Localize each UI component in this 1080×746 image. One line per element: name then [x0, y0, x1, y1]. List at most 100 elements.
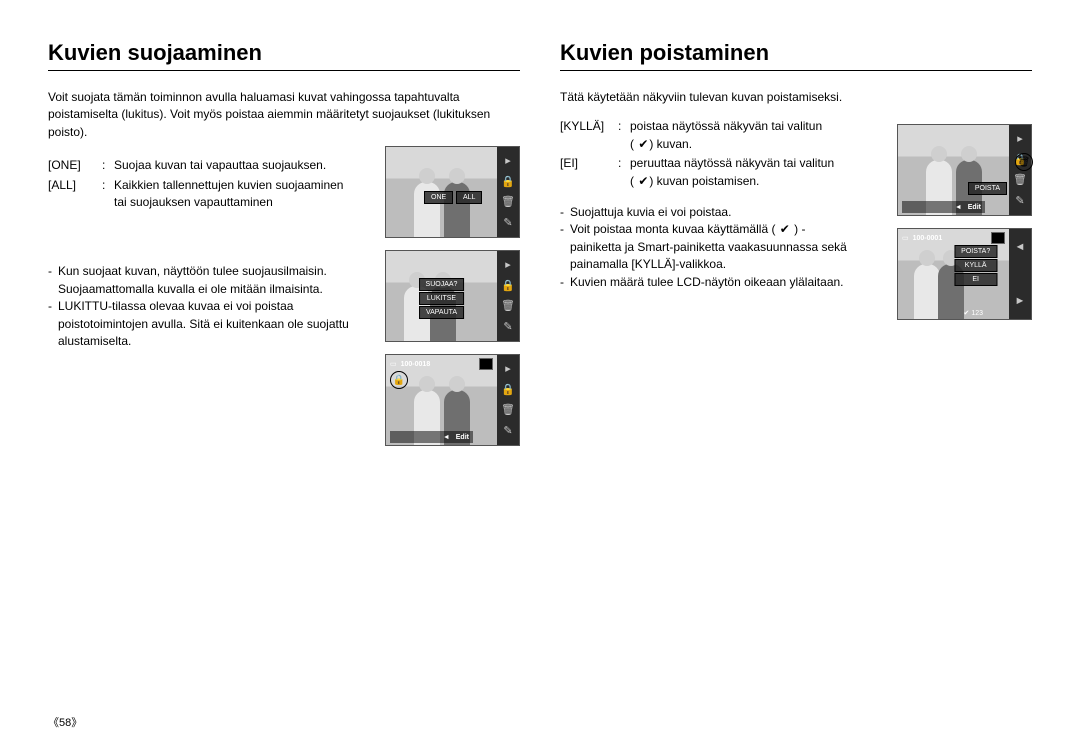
overlay-lukitse: LUKITSE [419, 292, 465, 305]
nav-left-icon: ◄ [443, 434, 450, 441]
def-ei-line2: ) kuvan poistamisen. [649, 174, 759, 188]
check-icon: ✔ [637, 136, 649, 153]
def-kylla-line2: ) kuvan. [649, 137, 692, 151]
def-one-text: Suojaa kuvan tai vapauttaa suojauksen. [114, 157, 358, 174]
right-column: Kuvien poistaminen Tätä käytetään näkyvi… [560, 40, 1032, 350]
play-icon: ▸ [1013, 132, 1027, 146]
overlay-ei: EI [954, 273, 997, 286]
left-intro: Voit suojata tämän toiminnon avulla halu… [48, 89, 520, 141]
r-bullet-2: - Voit poistaa monta kuvaa käyttämällä (… [560, 221, 855, 273]
lock-indicator-circle: 🔒 [390, 371, 408, 389]
def-colon: : [102, 157, 114, 174]
lock-icon: 🔒 [501, 279, 515, 293]
overlay-poista-q: POISTA? [954, 245, 997, 258]
brush-icon: ✎ [501, 424, 515, 438]
left-heading: Kuvien suojaaminen [48, 40, 520, 71]
trash-icon: 🗑 [501, 403, 515, 417]
mode-icon [479, 358, 493, 370]
overlay-poista: POISTA [968, 182, 1007, 195]
play-icon: ▸ [501, 154, 515, 168]
trash-icon: 🗑 [501, 195, 515, 209]
thumb-top-bar: ▭ 100-0001 [902, 231, 1005, 245]
brush-icon: ✎ [501, 320, 515, 334]
trash-icon: 🗑 [1013, 173, 1027, 187]
check-icon: ✔ [637, 173, 649, 190]
right-bullets: - Suojattuja kuvia ei voi poistaa. - Voi… [560, 204, 855, 291]
play-icon: ▸ [501, 258, 515, 272]
count-value: 123 [971, 310, 983, 317]
lock-icon: 🔒 [501, 383, 515, 397]
photo-placeholder: ONE ALL [386, 147, 497, 237]
photo-placeholder: SUOJAA? LUKITSE VAPAUTA [386, 251, 497, 341]
bullet-2: - LUKITTU-tilassa olevaa kuvaa ei voi po… [48, 298, 358, 350]
nav-left-icon: ◄ [955, 204, 962, 211]
def-one: [ONE] : Suojaa kuvan tai vapauttaa suoja… [48, 157, 358, 174]
edit-bar: ◄ Edit [390, 431, 473, 443]
def-colon: : [618, 118, 630, 153]
overlay-one: ONE [424, 191, 453, 204]
def-colon: : [618, 155, 630, 190]
def-ei-text: peruuttaa näytössä näkyvän tai valitun (… [630, 155, 855, 190]
thumb-delete-confirm: POISTA ◄ Edit ▸ 🔒 🗑 ✎ 🗑 [897, 124, 1032, 216]
overlay-stack: POISTA? KYLLÄ EI [954, 245, 997, 287]
spacer [1013, 267, 1027, 281]
thumb-protect-one-all: ONE ALL ▸ 🔒 🗑 ✎ [385, 146, 520, 238]
overlay-stack: SUOJAA? LUKITSE VAPAUTA [419, 278, 465, 320]
dash-icon: - [48, 298, 58, 350]
def-all-text: Kaikkien tallennettujen kuvien suojaamin… [114, 177, 358, 212]
def-one-label: [ONE] [48, 157, 102, 174]
image-count: ✔ 123 [963, 309, 983, 317]
dash-icon: - [48, 263, 58, 298]
play-icon: ▸ [501, 362, 515, 376]
def-kylla-label: [KYLLÄ] [560, 118, 618, 153]
def-kylla-line1: poistaa näytössä näkyvän tai valitun [630, 119, 822, 133]
nav-left-icon: ◄ [1013, 240, 1027, 254]
right-heading: Kuvien poistaminen [560, 40, 1032, 71]
r-bullet-3: - Kuvien määrä tulee LCD-näytön oikeaan … [560, 274, 855, 291]
left-thumbnails: ONE ALL ▸ 🔒 🗑 ✎ [385, 146, 520, 458]
paren-open: ( [630, 137, 637, 151]
thumb-delete-menu: ▭ 100-0001 POISTA? KYLLÄ EI ✔ 12 [897, 228, 1032, 320]
thumb-protect-menu: SUOJAA? LUKITSE VAPAUTA ▸ 🔒 🗑 ✎ [385, 250, 520, 342]
overlay-suojaa: SUOJAA? [419, 278, 465, 291]
def-colon: : [102, 177, 114, 212]
paren-open: ( [630, 174, 637, 188]
dash-icon: - [560, 221, 570, 273]
nav-right-icon: ► [1013, 294, 1027, 308]
left-text-block-1: [ONE] : Suojaa kuvan tai vapauttaa suoja… [48, 157, 358, 350]
trash-icon: 🗑 [501, 299, 515, 313]
r-bullet-3-text: Kuvien määrä tulee LCD-näytön oikeaan yl… [570, 274, 855, 291]
def-kylla: [KYLLÄ] : poistaa näytössä näkyvän tai v… [560, 118, 855, 153]
bullet-1-text: Kun suojaat kuvan, näyttöön tulee suojau… [58, 263, 358, 298]
photo-placeholder: POISTA ◄ Edit [898, 125, 1009, 215]
r-bullet-1: - Suojattuja kuvia ei voi poistaa. [560, 204, 855, 221]
r-bullet-1-text: Suojattuja kuvia ei voi poistaa. [570, 204, 855, 221]
right-intro: Tätä käytetään näkyviin tulevan kuvan po… [560, 89, 1032, 106]
check-icon: ✔ [779, 221, 791, 238]
check-icon: ✔ [963, 309, 969, 317]
dash-icon: - [560, 274, 570, 291]
overlay-all: ALL [456, 191, 482, 204]
def-ei: [EI] : peruuttaa näytössä näkyvän tai va… [560, 155, 855, 190]
def-all: [ALL] : Kaikkien tallennettujen kuvien s… [48, 177, 358, 212]
brush-icon: ✎ [1013, 194, 1027, 208]
thumb-protected-result: ▭ 100-0018 🔒 ◄ Edit ▸ 🔒 [385, 354, 520, 446]
lock-icon: 🔒 [501, 175, 515, 189]
edit-label: Edit [456, 434, 469, 441]
overlay-vapauta: VAPAUTA [419, 306, 465, 319]
def-kylla-text: poistaa näytössä näkyvän tai valitun ( ✔… [630, 118, 855, 153]
right-thumbnails: POISTA ◄ Edit ▸ 🔒 🗑 ✎ 🗑 [897, 124, 1032, 332]
photo-placeholder: ▭ 100-0001 POISTA? KYLLÄ EI ✔ 12 [898, 229, 1009, 319]
card-icon: ▭ [902, 234, 909, 242]
right-text-block: [KYLLÄ] : poistaa näytössä näkyvän tai v… [560, 118, 855, 291]
def-all-label: [ALL] [48, 177, 102, 212]
r-bullet-2-text: Voit poistaa monta kuvaa käyttämällä ( ✔… [570, 221, 855, 273]
photo-placeholder: ▭ 100-0018 🔒 ◄ Edit [386, 355, 497, 445]
brush-icon: ✎ [501, 216, 515, 230]
trash-indicator-circle: 🗑 [1015, 153, 1033, 171]
dash-icon: - [560, 204, 570, 221]
bullet-2-text: LUKITTU-tilassa olevaa kuvaa ei voi pois… [58, 298, 358, 350]
left-column: Kuvien suojaaminen Voit suojata tämän to… [48, 40, 520, 350]
file-number: 100-0018 [401, 361, 431, 368]
left-bullets: - Kun suojaat kuvan, näyttöön tulee suoj… [48, 263, 358, 350]
